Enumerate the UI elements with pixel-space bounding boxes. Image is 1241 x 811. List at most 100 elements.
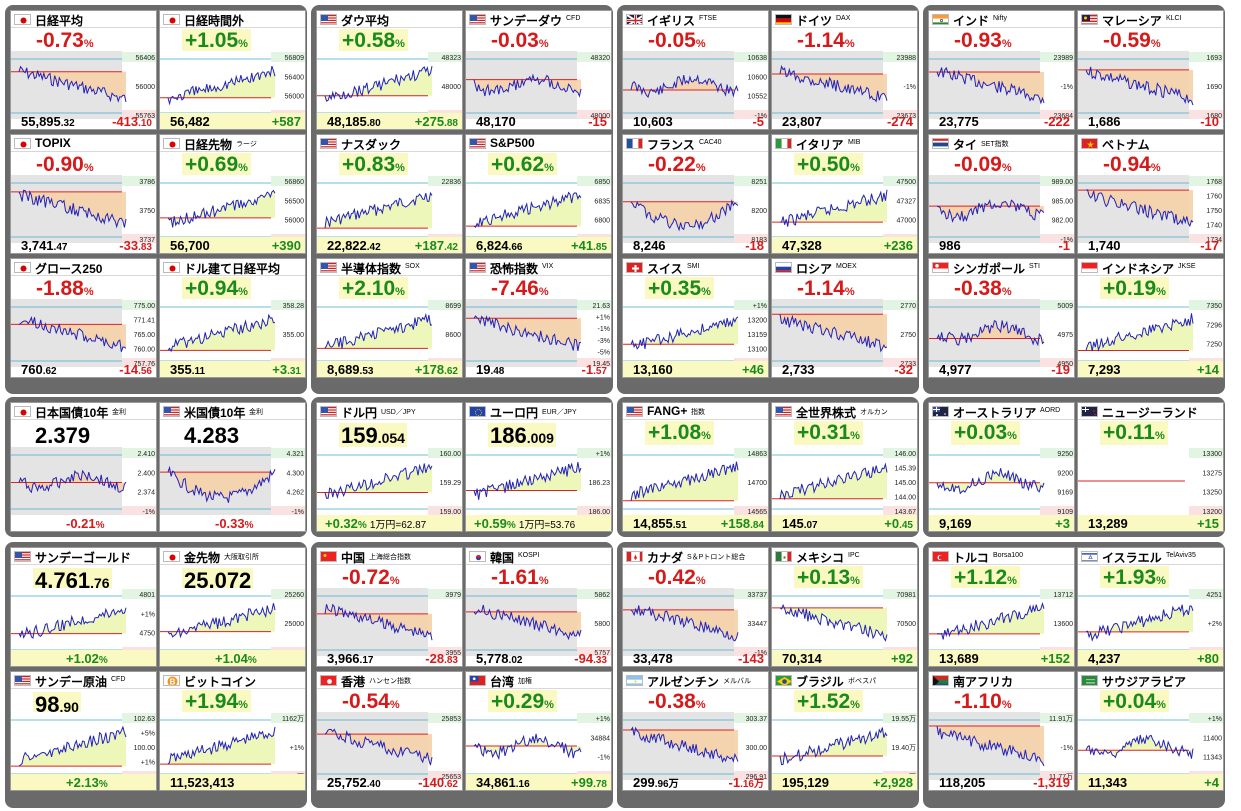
market-card[interactable]: イタリアMIB+0.50%4750047327470004690147,328+… (771, 134, 918, 254)
card-footer: 13,289 +15 (1078, 515, 1223, 531)
market-card[interactable]: 日経時間外+1.05%5680956400560005560056,482+58… (159, 10, 306, 130)
us-flag-icon (163, 406, 180, 417)
axis-label-bg (271, 506, 305, 515)
market-card[interactable]: カナダ S＆Pトロント総合 -0.42% 33737 33447 -1% 33,478 -14… (622, 547, 769, 667)
market-card[interactable]: 日経先物ラージ+0.69%5686056500560005576056,700+… (159, 134, 306, 254)
price-line (936, 199, 1045, 223)
percent-unit: % (850, 162, 860, 174)
market-card[interactable]: 恐怖指数 VIX -7.46% 21.63 +1% -1% -3% -5% 19.45 19.48… (465, 258, 612, 378)
price-line (1085, 734, 1194, 759)
market-card[interactable]: インド Nifty -0.93% 23989 -1% 23684 23,775 -222 (928, 10, 1075, 130)
market-card[interactable]: トルコBorsa100+1.12%13712136001352913,689+1… (928, 547, 1075, 667)
market-card[interactable]: S&P500+0.62%68506835680067616,824.66+41.… (465, 134, 612, 254)
price-line (936, 468, 1045, 495)
market-card[interactable]: オーストラリア AORD +0.03% 9250 9200 9169 9109 9,169 +3 (928, 402, 1075, 532)
market-card[interactable]: ユーロ円 EUR／JPY 186.009 +1% 186.23 186.00 +0.59% 1… (465, 402, 612, 532)
market-card[interactable]: ロシア MOEX -1.14% 2770 2750 2733 2,733 -32 (771, 258, 918, 378)
card-footer: 23,807 -274 (772, 113, 917, 129)
market-card[interactable]: サウジアラビア+0.04%+1%11400113431128611,343+4 (1077, 671, 1224, 791)
percent-change: -0.59% (1100, 29, 1164, 53)
market-subname: MOEX (836, 263, 857, 270)
price-integer: 3,966 (327, 651, 360, 666)
market-name: ブラジル (796, 675, 844, 689)
us-flag-icon (469, 14, 486, 25)
axis-label-bg (271, 589, 305, 599)
market-card[interactable]: 半導体指数SOX+2.10%8699860085458,689.53+178.6… (316, 258, 463, 378)
market-card[interactable]: ニュージーランド +0.11% 13300 13275 13250 13200 13,289… (1077, 402, 1224, 532)
intraday-chart: 146.00 145.39 145.00 144.00 143.67 (772, 447, 917, 515)
jp-flag-icon (163, 262, 180, 273)
card-footer: +0.32% 1万円=62.87 (317, 515, 462, 531)
market-subname: SMI (687, 263, 700, 270)
market-card[interactable]: シンガポール STI -0.38% 5009 4975 4950 4,977 -19 (928, 258, 1075, 378)
market-card[interactable]: マレーシア KLCI -0.59% 1693 1690 1680 1,686 -10 (1077, 10, 1224, 130)
card-footer: 10,603 -5 (623, 113, 768, 129)
market-card[interactable]: TOPIX -0.90% 3786 3750 3737 3,741.47 -33.83 (10, 134, 157, 254)
card-header: シンガポール STI (929, 259, 1074, 276)
price-decimal: .02 (508, 655, 523, 666)
market-card[interactable]: サンデー原油CFD98.90102.63+5%100.00+1%97.37+2.… (10, 671, 157, 791)
market-card[interactable]: ナスダック+0.83%228362252922,822.42+187.42 (316, 134, 463, 254)
market-card[interactable]: アルゼンチン メルバル -0.38% 303.37 300.00 296.91 299.96… (622, 671, 769, 791)
market-card[interactable]: ベトナム -0.94% 1768 1760 1750 1740 1734 1,740 -17 (1077, 134, 1224, 254)
change-integer: +275 (414, 114, 445, 129)
market-card[interactable]: ダウ平均+0.58%48323480004770548,185.80+275.8… (316, 10, 463, 130)
market-card[interactable]: サンデーダウ CFD -0.03% 48320 48000 48,170 -15 (465, 10, 612, 130)
chart-area (325, 463, 432, 499)
intraday-chart: 160.00 159.29 159.00 (317, 447, 462, 515)
market-card[interactable]: ドル円 USD／JPY 159.054 160.00 159.29 159.00 +0.32… (316, 402, 463, 532)
market-card[interactable]: 台湾加権+0.29%+1%34884-1%3461734,861.16+99.7… (465, 671, 612, 791)
market-name: TOPIX (35, 136, 71, 150)
market-card[interactable]: 韓国 KOSPI -1.61% 5862 5800 5757 5,778.02 -94.33 (465, 547, 612, 667)
market-card[interactable]: グロース250 -1.88% 775.00 771.41 765.00 760.00 757… (10, 258, 157, 378)
market-card[interactable]: 日本国債10年 金利 2.379 2.410 2.400 2.374 -1% -0.21% (10, 402, 157, 532)
market-card[interactable]: 中国 上海総合指数 -0.72% 3979 3955 3,966.17 -28.83 (316, 547, 463, 667)
chart-area (631, 316, 738, 349)
market-card[interactable]: FANG+ 指数 +1.08% 14863 14700 14565 14,855.51 +15… (622, 402, 769, 532)
chart-area (937, 67, 1044, 103)
price-line (324, 312, 433, 349)
market-card[interactable]: イギリス FTSE -0.05% 10638 10600 10552 -1% 10,603 -5 (622, 10, 769, 130)
market-card[interactable]: フランス CAC40 -0.22% 8251 8200 8183 8,246 -18 (622, 134, 769, 254)
chart-area (474, 604, 581, 639)
card-header: ドル建て日経平均 (160, 259, 305, 276)
market-card[interactable]: 香港 ハンセン指数 -0.54% 25853 25653 25,752.40 -140.62 (316, 671, 463, 791)
market-card[interactable]: ドル建て日経平均+0.94%358.28355.00350.00355.11+3… (159, 258, 306, 378)
market-card[interactable]: タイ SET指数 -0.09% 989.00 985.00 982.00 -1% 986 -1 (928, 134, 1075, 254)
market-card[interactable]: 米国債10年 金利 4.283 4.321 4.300 4.262 -1% -0.33% (159, 402, 306, 532)
market-card[interactable]: 全世界株式 オルカン +0.31% 146.00 145.39 145.00 144.00 1… (771, 402, 918, 532)
chart-area (325, 66, 432, 102)
value-integer: 2.379 (35, 423, 91, 448)
price-line (324, 191, 433, 229)
market-subname: DAX (836, 15, 851, 22)
market-card[interactable]: ブラジルボベスパ+1.52%19.55万19.40万19.22万195,129+… (771, 671, 918, 791)
ru-flag-icon (775, 262, 792, 273)
intraday-chart: 4.321 4.300 4.262 -1% (160, 447, 305, 515)
price-line (18, 725, 127, 767)
price-line (779, 462, 888, 501)
price-integer: 2,733 (782, 362, 815, 377)
price-integer: 355 (170, 362, 192, 377)
market-subname: 指数 (691, 409, 705, 416)
market-card[interactable]: スイスSMI+0.35%+1%1320013159131001304213,16… (622, 258, 769, 378)
card-footer: 34,861.16 +99.78 (466, 774, 611, 790)
price-integer: 8,246 (633, 238, 666, 253)
price-line (167, 65, 276, 106)
percent-unit: % (395, 38, 405, 50)
percent-value: +0.29 (491, 690, 545, 713)
axis-label: 5800 (594, 621, 610, 628)
market-card[interactable]: 日経平均 -0.73% 56406 56000 55763 55,895.32 -413.1… (10, 10, 157, 130)
market-card[interactable]: 南アフリカ -1.10% 11.91万 -1% 11.77万 118,205 -1,319 (928, 671, 1075, 791)
axis-label: 56860 (285, 179, 305, 186)
market-card[interactable]: ドイツ DAX -1.14% 23988 -1% 23673 23,807 -274 (771, 10, 918, 130)
axis-label: 13100 (748, 347, 768, 354)
axis-label-bg (1189, 110, 1223, 119)
axis-label: 11343 (1203, 755, 1222, 762)
value-decimal: .90 (59, 699, 79, 715)
